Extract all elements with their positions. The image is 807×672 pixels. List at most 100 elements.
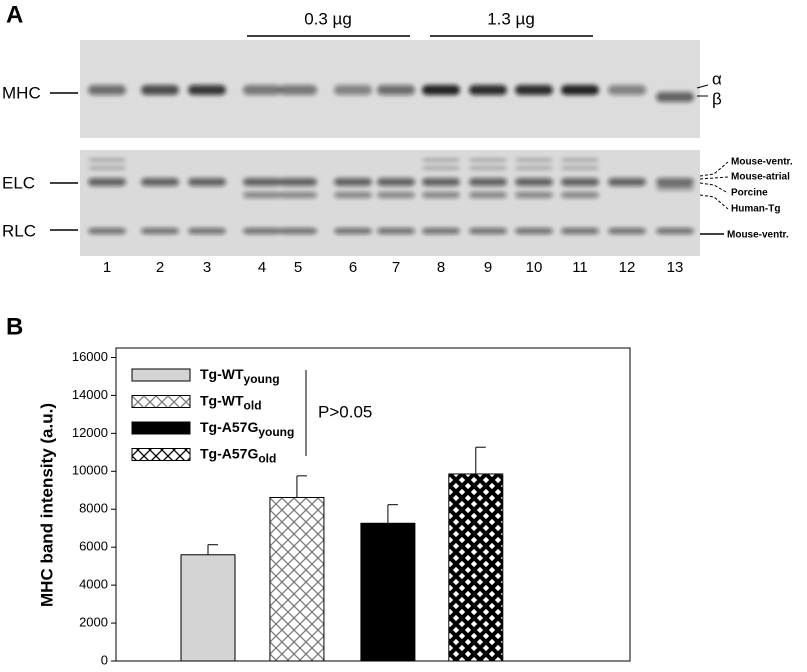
lane-label: 11 — [572, 259, 588, 276]
lane-label: 1 — [103, 259, 111, 276]
bar — [180, 554, 236, 662]
gel-band — [469, 85, 507, 95]
gel-band — [656, 92, 694, 102]
gel-band — [469, 178, 507, 186]
gel-band — [279, 85, 317, 95]
gel-band — [279, 228, 317, 234]
gel-band — [469, 166, 507, 170]
gel-band — [656, 185, 694, 191]
gel-band — [243, 228, 281, 234]
gel-band — [188, 85, 226, 95]
gel-band — [561, 228, 599, 234]
gel-band — [88, 228, 126, 234]
isoform-label: β — [712, 89, 722, 108]
lane-label: 3 — [203, 259, 211, 276]
gel-band — [334, 228, 372, 234]
lane-label: 10 — [526, 259, 543, 276]
gel-band — [334, 178, 372, 186]
legend-name: Tg-WT — [200, 366, 244, 382]
gel-band — [88, 85, 126, 95]
gel-band — [377, 228, 415, 234]
lane-label: 7 — [392, 259, 400, 276]
annotation: P>0.05 — [318, 402, 372, 421]
bar — [448, 473, 504, 662]
gel-band — [422, 192, 460, 198]
gel-band — [243, 178, 281, 186]
gel-band — [561, 158, 599, 162]
gel-band — [243, 192, 281, 198]
isoform-label: α — [712, 69, 722, 88]
gel-band — [88, 166, 126, 170]
y-tick-label: 2000 — [79, 614, 108, 629]
bar — [360, 522, 416, 662]
gel-band — [561, 192, 599, 198]
gel-band — [188, 178, 226, 186]
gel-band — [561, 178, 599, 186]
gel-band — [469, 192, 507, 198]
gel-band — [334, 192, 372, 198]
legend-swatch — [131, 448, 191, 461]
gel-band — [279, 178, 317, 186]
legend-entry: Tg-WTyoung — [200, 366, 280, 386]
gel-band — [377, 178, 415, 186]
y-tick-label: 0 — [101, 652, 108, 667]
gel-band — [656, 228, 694, 234]
legend-subscript: old — [244, 399, 262, 413]
legend-name: Tg-WT — [200, 392, 244, 408]
legend-swatch — [131, 395, 191, 408]
gel-band — [334, 85, 372, 95]
y-tick-label: 8000 — [79, 501, 108, 516]
legend-subscript: young — [258, 425, 294, 439]
band-annotation: Porcine — [731, 188, 768, 199]
gel-bands — [88, 85, 694, 234]
legend-name: Tg-A57G — [200, 445, 258, 461]
gel-band — [243, 85, 281, 95]
row-label: RLC — [2, 221, 36, 240]
gel-band — [561, 85, 599, 95]
lane-label: 4 — [258, 259, 266, 276]
gel-band — [656, 178, 694, 186]
gel-band — [515, 178, 553, 186]
y-tick-label: 6000 — [79, 539, 108, 554]
gel-band — [88, 158, 126, 162]
lane-label: 12 — [619, 259, 636, 276]
legend-subscript: young — [244, 372, 280, 386]
panel-label: A — [6, 1, 23, 28]
legend-swatch — [131, 368, 191, 382]
gel-band — [469, 228, 507, 234]
panel-label: B — [6, 313, 23, 340]
y-tick-label: 10000 — [72, 463, 108, 478]
isoform-pointer — [696, 84, 709, 89]
gel-band — [422, 166, 460, 170]
gel-band — [141, 178, 179, 186]
row-label: ELC — [2, 173, 35, 192]
dose-label: 1.3 µg — [487, 9, 535, 28]
lane-labels: 1 2 3 4 5 6 7 8 9 10 11 12 13 — [103, 259, 684, 276]
gel-band — [422, 85, 460, 95]
y-axis-label: MHC band intensity (a.u.) — [37, 403, 56, 607]
lane-label: 2 — [156, 259, 164, 276]
legend-swatch — [131, 421, 191, 435]
gel-band — [515, 228, 553, 234]
gel-band — [608, 85, 646, 95]
y-tick-label: 14000 — [72, 387, 108, 402]
gel-bottom — [80, 150, 700, 256]
gel-band — [515, 192, 553, 198]
gel-band — [377, 192, 415, 198]
gel-band — [561, 166, 599, 170]
gel-band — [141, 85, 179, 95]
dose-label: 0.3 µg — [304, 9, 352, 28]
gel-band — [515, 158, 553, 162]
legend-subscript: old — [258, 452, 276, 466]
legend-name: Tg-A57G — [200, 419, 258, 435]
gel-band — [279, 192, 317, 198]
gel-band — [608, 178, 646, 186]
legend-entry: Tg-A57Gold — [200, 445, 276, 465]
legend-entry: Tg-WTold — [200, 392, 262, 412]
gel-band — [515, 85, 553, 95]
band-annotation: Mouse-atrial — [731, 172, 790, 183]
lane-label: 6 — [349, 259, 357, 276]
gel-band — [422, 158, 460, 162]
lane-label: 5 — [294, 259, 302, 276]
